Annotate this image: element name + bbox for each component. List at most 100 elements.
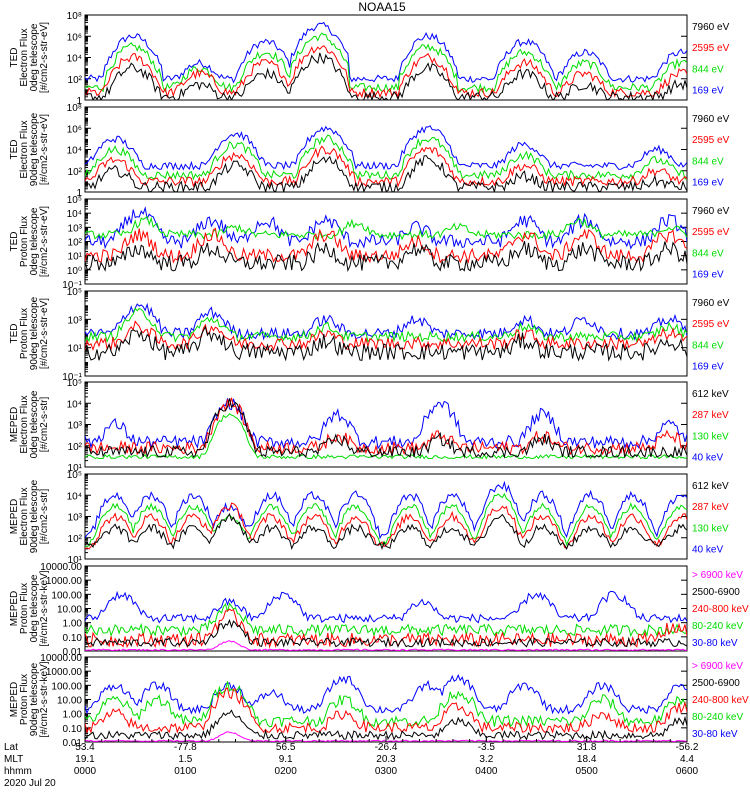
legend-entry: 169 eV [692, 270, 724, 281]
x-tick-lat: 56.5 [276, 742, 296, 753]
y-tick-label: 10⁶ [67, 124, 82, 135]
legend-entry: 2500-6900 [692, 678, 740, 689]
series-group [85, 480, 687, 551]
y-tick-label: 10² [68, 75, 83, 86]
legend-entry: 287 keV [692, 410, 729, 421]
x-tick-time: 0600 [676, 766, 699, 777]
y-tick-label: 10⁴ [67, 209, 82, 220]
plot-frame [84, 290, 688, 377]
series-group [85, 397, 687, 460]
x-tick-mlt: 18.4 [577, 754, 597, 765]
y-axis-label: TEDProton Flux0deg telescope[#/cm2-s-str… [9, 206, 50, 277]
legend-entry: 130 keV [692, 431, 729, 442]
legend-entry: 30-80 keV [692, 729, 738, 740]
y-tick-label: 0.01 [63, 738, 83, 749]
x-row-label: 2020 Jul 20 [4, 778, 56, 789]
series-line-130-kev [85, 413, 687, 460]
legend-entry: 612 keV [692, 481, 729, 492]
y-tick-label: 10000.00 [40, 562, 82, 573]
y-axis-label-line: MEPED [9, 499, 20, 535]
series-group [85, 206, 687, 272]
series-line-30-80-kev [85, 590, 687, 624]
legend-entry: 80-240 keV [692, 712, 743, 723]
y-axis-label-line: Proton Flux [19, 308, 30, 359]
y-axis-label-line: [#/cm2-s-str] [39, 489, 50, 545]
y-axis-label: TEDElectron Flux90deg telescope[#/cm2-s-… [9, 112, 50, 186]
y-tick-label: 1 [76, 188, 82, 199]
x-tick-lat: -26.4 [375, 742, 398, 753]
y-tick-label: 10³ [68, 513, 83, 524]
series-group [85, 302, 687, 362]
series-line-2500-6900 [85, 618, 687, 649]
y-tick-label: 0.01 [63, 647, 83, 658]
y-tick-label: 1 [76, 96, 82, 107]
series-line-30-80-kev [85, 673, 687, 715]
figure-title: NOAA15 [358, 0, 406, 14]
x-tick-mlt: 4.4 [680, 754, 694, 765]
legend-entry: 287 keV [692, 502, 729, 513]
y-tick-label: 10⁴ [67, 491, 82, 502]
y-axis-label-line: 0deg telescope [29, 574, 40, 642]
legend-entry: 844 eV [692, 156, 724, 167]
x-row-label: Lat [4, 742, 18, 753]
y-axis-label-line: TED [9, 232, 20, 252]
legend-entry: 7960 eV [692, 298, 730, 309]
panel-8: 10000.00 1000.00 100.00 10.00 1.00 0.10 0.01 ME… [9, 653, 749, 749]
y-tick-label: 10⁴ [67, 146, 82, 157]
series-line-80-240-kev [85, 681, 687, 729]
series-line-2595-ev [85, 227, 687, 264]
series-line-287-kev [85, 397, 687, 456]
panel-2: 10⁸ 10⁶ 10⁴ 10² 1 TEDElectron Flux90deg teles… [9, 103, 730, 199]
legend-entry: 2500-6900 [692, 587, 740, 598]
x-tick-lat: 53.4 [75, 742, 95, 753]
series-line-844-ev [85, 307, 687, 344]
y-tick-label: 0.10 [63, 724, 83, 735]
legend-entry: 7960 eV [692, 114, 730, 125]
x-tick-time: 0100 [174, 766, 197, 777]
y-axis-label-line: [#/cm2-s-str-keV] [39, 570, 50, 646]
legend-entry: 169 eV [692, 362, 724, 373]
x-row-label: hhmm [4, 766, 32, 777]
y-tick-label: 10⁵ [67, 195, 82, 206]
y-tick-label: 1.00 [63, 619, 83, 630]
y-axis-label-line: [#/cm2-s-str-eV] [39, 22, 50, 93]
y-axis-label-line: TED [9, 48, 20, 68]
y-axis-label-line: 90deg telescope [29, 112, 40, 186]
x-tick-time: 0300 [375, 766, 398, 777]
series-line-844-ev [85, 134, 687, 181]
series-line-80-240-kev [85, 602, 687, 638]
y-tick-label: 10⁸ [67, 103, 82, 114]
y-tick-label: 10¹ [68, 252, 83, 263]
series-line-844-ev [85, 216, 687, 241]
y-axis-label-line: [#/cm2-s-str-keV] [39, 661, 50, 737]
y-axis-label-line: Electron Flux [19, 28, 30, 86]
panel-4: 10⁵ 10³ 10¹ 10⁻¹ TEDProton Flux90deg telesco… [9, 287, 730, 383]
legend-entry: > 6900 keV [692, 570, 743, 581]
y-tick-label: 100.00 [51, 681, 82, 692]
y-axis-label: TEDElectron Flux0deg telescope[#/cm2-s-s… [9, 22, 50, 93]
panel-7: 10000.00 1000.00 100.00 10.00 1.00 0.10 0.01 ME… [9, 562, 749, 658]
legend-entry: 844 eV [692, 340, 724, 351]
legend-entry: 130 keV [692, 523, 729, 534]
y-axis-label-line: [#/cm2-s-str] [39, 397, 50, 453]
series-line-7960-ev [85, 325, 687, 362]
series-line-844-ev [85, 32, 687, 94]
x-tick-mlt: 19.1 [75, 754, 95, 765]
y-tick-label: 1.00 [63, 710, 83, 721]
x-tick-mlt: 3.2 [479, 754, 493, 765]
y-tick-label: 10⁵ [67, 287, 82, 298]
y-axis-label-line: Proton Flux [19, 216, 30, 267]
y-axis-label-line: Proton Flux [19, 674, 30, 725]
y-tick-label: 0.10 [63, 633, 83, 644]
x-tick-lat: -77.8 [174, 742, 197, 753]
legend-entry: 169 eV [692, 178, 724, 189]
series-line-612-kev [85, 398, 687, 459]
series-line-40-kev [85, 398, 687, 450]
series-group [85, 21, 687, 100]
series-line-2595-ev [85, 145, 687, 188]
series-line-240-800-kev [85, 687, 687, 735]
y-axis-label-line: TED [9, 324, 20, 344]
series-line-612-kev [85, 512, 687, 551]
series-group [85, 673, 687, 742]
